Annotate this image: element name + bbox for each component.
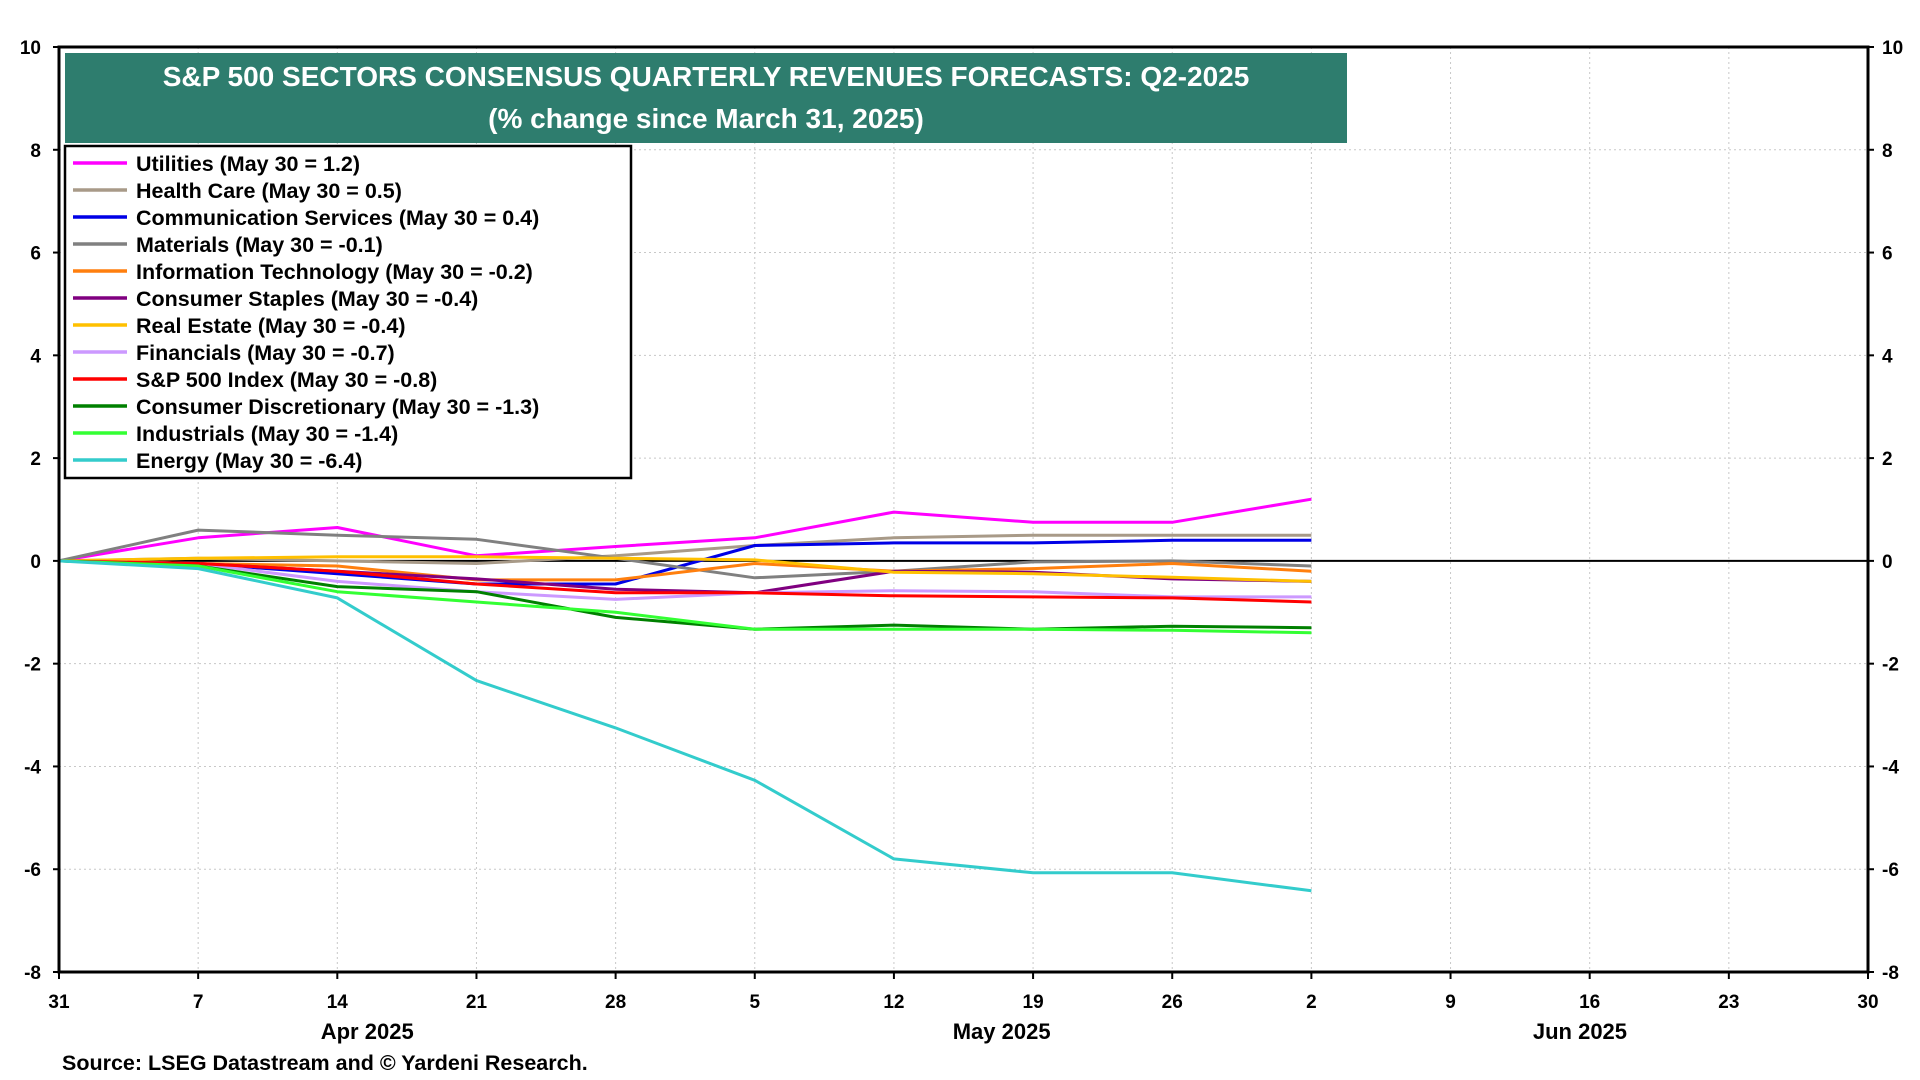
y-tick-label-left: 2: [30, 449, 41, 470]
y-tick-label-left: -6: [24, 860, 41, 881]
x-tick-label: 19: [1023, 992, 1044, 1013]
series-line-9: [58, 559, 1312, 631]
y-tick-label-left: -4: [24, 757, 41, 778]
y-tick-label-right: -2: [1882, 655, 1899, 676]
y-tick-label-right: 2: [1882, 449, 1893, 470]
legend-label-9: Consumer Discretionary (May 30 = -1.3): [136, 395, 539, 419]
legend-label-7: Financials (May 30 = -0.7): [136, 341, 395, 365]
legend-label-11: Energy (May 30 = -6.4): [136, 449, 362, 473]
series-line-4: [58, 559, 1312, 582]
legend-label-10: Industrials (May 30 = -1.4): [136, 422, 398, 446]
chart-title-box: S&P 500 SECTORS CONSENSUS QUARTERLY REVE…: [65, 53, 1347, 143]
x-tick-label: 7: [193, 992, 204, 1013]
y-tick-label-left: -8: [24, 963, 41, 984]
legend-label-5: Consumer Staples (May 30 = -0.4): [136, 287, 478, 311]
y-tick-label-left: 4: [30, 346, 41, 367]
y-tick-label-right: 4: [1882, 346, 1893, 367]
chart-subtitle: (% change since March 31, 2025): [488, 103, 924, 134]
chart-title: S&P 500 SECTORS CONSENSUS QUARTERLY REVE…: [163, 61, 1250, 92]
x-tick-label: 9: [1445, 992, 1456, 1013]
legend-label-8: S&P 500 Index (May 30 = -0.8): [136, 368, 437, 392]
x-tick-label: 16: [1579, 992, 1600, 1013]
legend-label-3: Materials (May 30 = -0.1): [136, 233, 383, 257]
x-tick-label: 23: [1718, 992, 1739, 1013]
y-tick-label-right: -4: [1882, 757, 1899, 778]
series-line-11: [58, 559, 1312, 893]
series-line-1: [58, 533, 1312, 565]
x-tick-label: 5: [749, 992, 760, 1013]
legend-label-6: Real Estate (May 30 = -0.4): [136, 314, 405, 338]
series-line-6: [58, 555, 1312, 583]
y-tick-label-right: -6: [1882, 860, 1899, 881]
x-tick-label: 12: [883, 992, 904, 1013]
y-tick-label-right: 8: [1882, 141, 1893, 162]
legend-label-2: Communication Services (May 30 = 0.4): [136, 206, 539, 230]
x-tick-label: 2: [1306, 992, 1317, 1013]
series-line-10: [58, 559, 1312, 635]
y-tick-label-left: -2: [24, 655, 41, 676]
legend-label-0: Utilities (May 30 = 1.2): [136, 152, 360, 176]
y-tick-label-right: 10: [1882, 38, 1903, 59]
x-tick-label: 14: [327, 992, 349, 1013]
series-line-7: [58, 559, 1312, 601]
legend-label-1: Health Care (May 30 = 0.5): [136, 179, 402, 203]
plot-frame: [57, 45, 1870, 974]
x-tick-label: 21: [466, 992, 488, 1013]
x-tick-label: 31: [48, 992, 70, 1013]
series-lines: [58, 497, 1312, 893]
y-tick-label-left: 10: [20, 38, 41, 59]
source-note: Source: LSEG Datastream and © Yardeni Re…: [62, 1051, 588, 1075]
legend-label-4: Information Technology (May 30 = -0.2): [136, 260, 533, 284]
y-tick-label-right: 0: [1882, 552, 1893, 573]
legend-box: [63, 144, 633, 480]
x-tick-label: 28: [605, 992, 626, 1013]
y-tick-label-right: -8: [1882, 963, 1899, 984]
y-tick-label-left: 6: [30, 244, 41, 265]
y-tick-label-left: 8: [30, 141, 41, 162]
y-tick-label-left: 0: [30, 552, 41, 573]
y-tick-label-right: 6: [1882, 244, 1893, 265]
x-month-label: May 2025: [953, 1019, 1051, 1044]
x-month-label: Jun 2025: [1533, 1019, 1627, 1044]
title-background: [65, 53, 1347, 143]
x-tick-label: 30: [1857, 992, 1878, 1013]
series-line-3: [58, 528, 1312, 580]
series-line-8: [58, 559, 1312, 604]
axis-ticks: 10 10 8 8 6 6 4 4 2 2 0 0 -2 -2 -4 -4 -6 -6 -8 -8 31 7 14 21 28 5…: [20, 38, 1903, 1044]
x-tick-label: 26: [1162, 992, 1183, 1013]
x-month-label: Apr 2025: [321, 1019, 414, 1044]
chart-legend: Utilities (May 30 = 1.2) Health Care (May…: [63, 144, 633, 480]
